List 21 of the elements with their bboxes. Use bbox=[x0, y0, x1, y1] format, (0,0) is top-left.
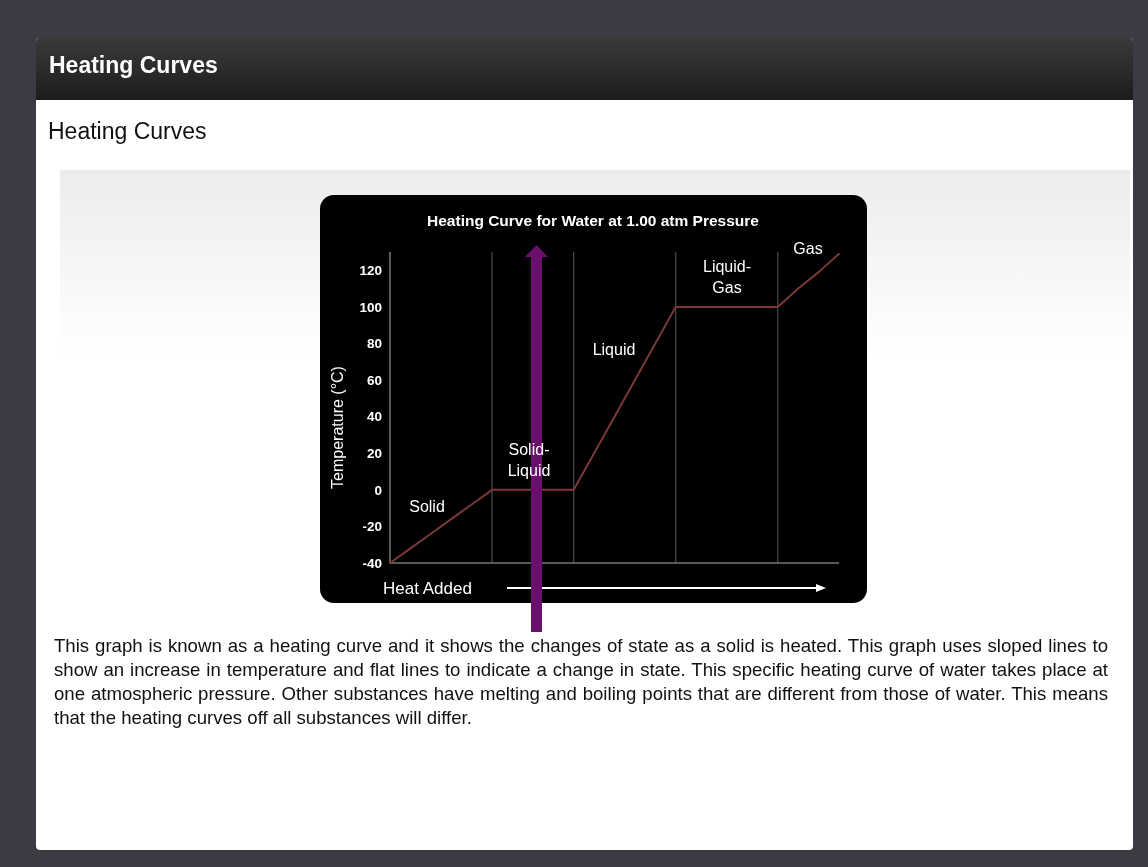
x-axis-title: Heat Added bbox=[383, 579, 472, 598]
text: Heating Curves bbox=[49, 52, 218, 79]
y-tick-label: 60 bbox=[366, 372, 382, 388]
annotation: Gas bbox=[793, 239, 823, 257]
annotation: Liquid-Gas bbox=[702, 257, 752, 296]
text: This graph is known as a heating curve and it shows the changes of state as a solid is heated. This graph uses sloped lines to show an increase in temperature and flat lines to indicate a change in state. This specific heating curve of water takes place at one atmospheric pressure. Other substances have melting and boiling points that are different from those of water. This means that the heating curves off all substances will differ. bbox=[54, 634, 1108, 730]
text: Heating Curves bbox=[48, 118, 207, 145]
annotation: Solid-Liquid bbox=[507, 440, 551, 479]
y-tick-label: 100 bbox=[359, 299, 382, 315]
y-tick-label: 40 bbox=[366, 409, 382, 425]
y-tick-label: 0 bbox=[374, 482, 382, 498]
y-tick-label: -40 bbox=[362, 555, 382, 571]
y-tick-label: -20 bbox=[362, 519, 382, 535]
annotation: Liquid bbox=[592, 340, 636, 358]
line-series bbox=[389, 252, 840, 564]
y-axis-title: Temperature (°C) bbox=[329, 366, 346, 489]
y-tick-label: 80 bbox=[366, 336, 382, 352]
annotation: Solid bbox=[409, 497, 445, 515]
y-tick-label: 120 bbox=[359, 263, 382, 279]
y-tick-label: 20 bbox=[366, 445, 382, 461]
chart-title: Heating Curve for Water at 1.00 atm Pressure bbox=[427, 212, 760, 229]
